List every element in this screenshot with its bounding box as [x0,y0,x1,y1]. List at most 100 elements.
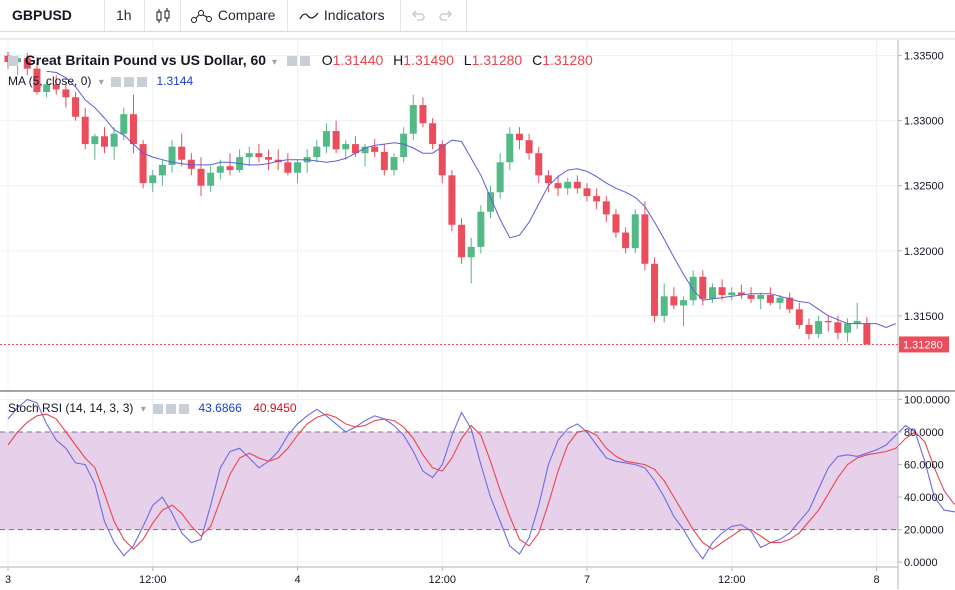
candle-body [158,164,166,176]
eye-icon[interactable] [153,403,164,414]
stoch-lines [7,398,955,560]
time-tick-label: 12:00 [718,574,746,586]
candle-body [844,323,852,333]
candlestick-icon[interactable] [154,0,172,31]
compare-button[interactable]: Compare [190,0,275,31]
toolbar-divider [400,0,401,31]
price-tick-label: 1.32500 [904,181,944,193]
candle-body [651,263,659,316]
indicators-label: Indicators [323,7,385,23]
toolbar-divider [180,0,181,31]
candles [4,51,871,345]
price-tick-label: 1.31500 [904,311,944,323]
time-tick-label: 12:00 [139,574,167,586]
candle-body [371,146,379,152]
stoch-legend: Stoch RSI (14, 14, 3, 3) ▾ 43.6866 40.94… [8,401,297,415]
candle-body [583,188,591,197]
candle-body [670,296,678,306]
low-value: 1.31280 [471,52,523,68]
close-value: 1.31280 [542,52,593,68]
close-icon[interactable] [179,403,190,414]
price-tick-label: 1.33500 [904,51,944,63]
candle-body [718,287,726,296]
candle-body [506,133,514,163]
candle-body [390,157,398,171]
gear-icon[interactable] [166,403,177,414]
time-tick-label: 12:00 [428,574,456,586]
candle-body [747,295,755,299]
time-tick-label: 8 [873,574,879,586]
candle-body [496,162,504,193]
last-price-badge [899,336,949,353]
chevron-down-icon[interactable]: ▾ [98,77,104,88]
candle-body [139,144,147,184]
candle-body [467,246,475,258]
candle-body [593,196,601,202]
candle-body [52,84,60,90]
redo-icon[interactable] [438,0,454,31]
interval-button[interactable]: 1h [116,7,132,23]
candle-body [805,324,813,335]
candle-body [612,214,620,233]
ma-line-group [46,70,896,329]
candle-body [458,224,466,258]
candle-body [535,153,543,176]
ma-value: 1.3144 [156,74,194,88]
toolbar-divider [104,0,105,31]
undo-icon[interactable] [410,0,426,31]
candle-body [448,175,456,225]
chevron-down-icon[interactable]: ▾ [271,57,277,68]
candle-body [737,292,745,296]
candle-body [419,105,427,124]
ma-label: MA (5, close, 0) [8,74,92,88]
candle-body [43,84,51,93]
candle-body [33,68,41,93]
candle-body [699,276,707,299]
candle-body [149,175,157,184]
last-price-label: 1.31280 [903,339,943,351]
toolbar-divider [287,0,288,31]
eye-icon[interactable] [111,76,122,87]
compare-icon [190,7,214,24]
stoch-d-value: 40.9450 [253,401,297,415]
candle-body [824,321,832,323]
ma-line [46,70,896,329]
indicators-button[interactable]: Indicators [298,0,385,31]
stoch-tick-label: 100.0000 [904,395,950,407]
candle-body [438,144,446,176]
candle-body [322,131,330,147]
collapse-icon[interactable] [8,56,18,67]
candle-body [101,136,108,147]
stoch-k-line [7,398,955,560]
high-label: H [393,52,404,68]
candle-body [554,183,562,189]
candle-body [573,181,581,189]
candle-body [72,97,80,117]
candle-body [564,181,572,189]
eye-icon[interactable] [286,56,297,67]
candle-body [81,116,89,145]
candle-body [168,146,176,165]
candle-body [226,166,234,171]
candle-body [313,146,321,158]
stoch-tick-label: 80.0000 [904,427,944,439]
top-toolbar: GBPUSD 1h Compare Indicators [0,0,955,32]
candle-body [680,300,687,306]
candle-body [853,321,861,324]
main-legend: Great Britain Pound vs US Dollar, 60 ▾ O… [8,52,593,68]
candle-body [380,151,388,171]
candle-body [332,131,340,150]
indicators-icon [298,7,320,23]
gear-icon[interactable] [299,56,310,67]
candle-body [776,297,784,303]
symbol-input[interactable]: GBPUSD [12,7,72,23]
stoch-tick-label: 0.0000 [904,557,938,569]
candle-body [602,201,610,215]
candle-body [689,276,697,301]
candle-body [178,146,186,160]
gear-icon[interactable] [124,76,135,87]
close-icon[interactable] [137,76,148,87]
candle-body [863,323,871,345]
chevron-down-icon[interactable]: ▾ [140,404,146,415]
